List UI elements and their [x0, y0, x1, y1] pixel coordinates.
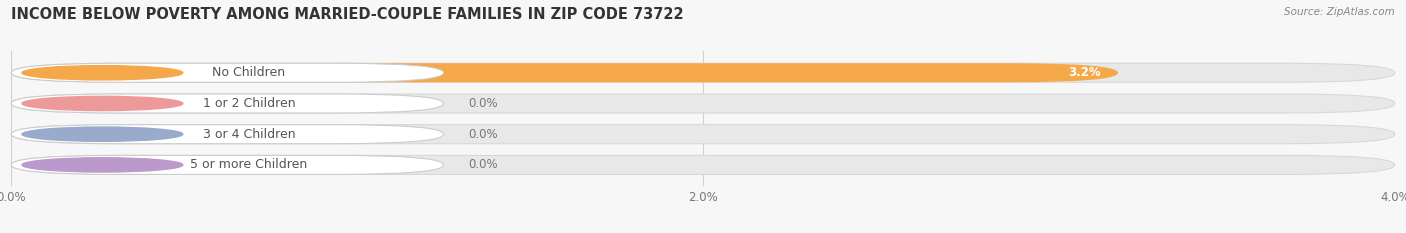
Circle shape [22, 158, 183, 172]
FancyBboxPatch shape [11, 94, 1395, 113]
Circle shape [22, 127, 183, 141]
FancyBboxPatch shape [11, 155, 444, 175]
FancyBboxPatch shape [11, 63, 1118, 82]
FancyBboxPatch shape [11, 125, 1395, 144]
Text: No Children: No Children [212, 66, 285, 79]
FancyBboxPatch shape [11, 63, 1395, 82]
Text: 0.0%: 0.0% [468, 158, 498, 171]
FancyBboxPatch shape [11, 125, 444, 144]
Circle shape [22, 96, 183, 111]
Text: 3.2%: 3.2% [1069, 66, 1101, 79]
Text: 5 or more Children: 5 or more Children [190, 158, 308, 171]
FancyBboxPatch shape [11, 94, 444, 113]
Text: 0.0%: 0.0% [468, 128, 498, 141]
Text: 1 or 2 Children: 1 or 2 Children [202, 97, 295, 110]
Text: 3 or 4 Children: 3 or 4 Children [202, 128, 295, 141]
Text: 0.0%: 0.0% [468, 97, 498, 110]
Text: INCOME BELOW POVERTY AMONG MARRIED-COUPLE FAMILIES IN ZIP CODE 73722: INCOME BELOW POVERTY AMONG MARRIED-COUPL… [11, 7, 683, 22]
Text: Source: ZipAtlas.com: Source: ZipAtlas.com [1284, 7, 1395, 17]
FancyBboxPatch shape [11, 63, 444, 82]
FancyBboxPatch shape [11, 155, 1395, 175]
Circle shape [22, 66, 183, 80]
